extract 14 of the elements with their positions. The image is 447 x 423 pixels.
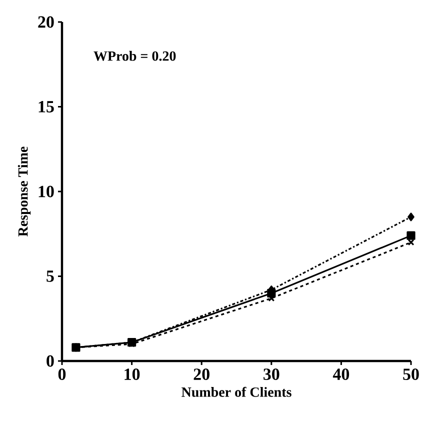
y-tick-label: 20	[38, 16, 54, 28]
x-tick-label: 30	[264, 368, 280, 380]
y-tick-label: 5	[46, 270, 54, 282]
y-tick-label: 0	[46, 355, 54, 367]
y-axis-title: Response Time	[18, 146, 31, 236]
x-tick-label: 0	[58, 368, 66, 380]
x-axis-title: Number of Clients	[182, 386, 292, 397]
y-tick-label: 10	[38, 186, 54, 198]
x-tick-label: 20	[194, 368, 210, 380]
annotation: WProb = 0.20	[94, 50, 176, 61]
x-tick-label: 50	[403, 368, 419, 380]
x-tick-label: 10	[124, 368, 140, 380]
y-tick-label: 15	[38, 101, 54, 112]
x-tick-label: 40	[332, 368, 350, 380]
